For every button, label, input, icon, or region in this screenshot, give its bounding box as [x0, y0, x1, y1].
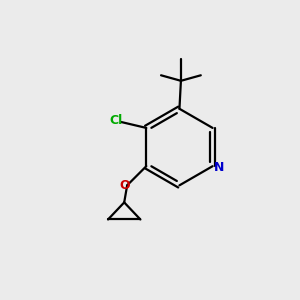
Text: N: N [214, 160, 224, 174]
Text: Cl: Cl [109, 114, 123, 127]
Text: O: O [119, 179, 130, 192]
